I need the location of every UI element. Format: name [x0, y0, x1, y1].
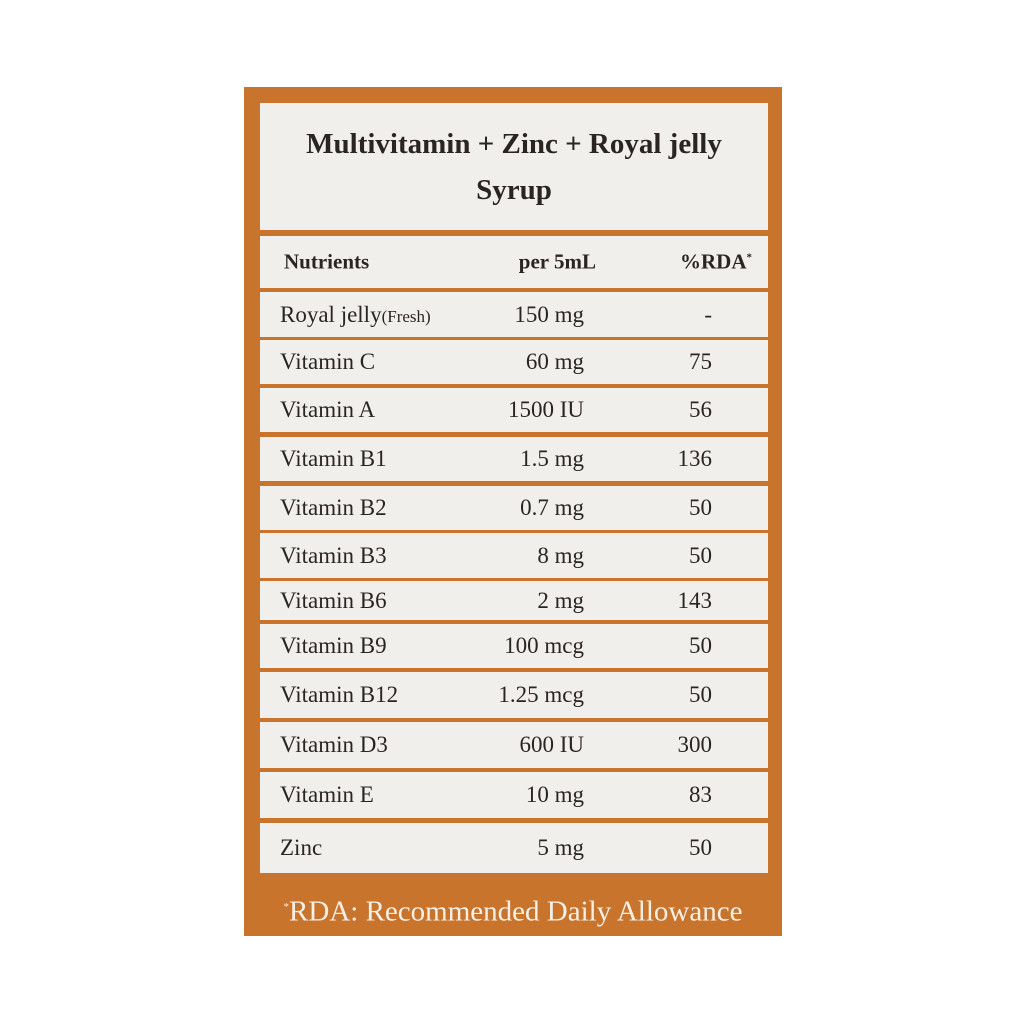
title-line-1: Multivitamin + Zinc + Royal jelly: [306, 128, 722, 160]
nutrient-amount: 100 mcg: [504, 633, 584, 658]
title-panel: Multivitamin + Zinc + Royal jelly Syrup: [260, 103, 768, 230]
table-row: Vitamin B1 1.5 mg 136: [260, 437, 768, 481]
table-row: Vitamin C 60 mg 75: [260, 340, 768, 384]
table-row: Vitamin B2 0.7 mg 50: [260, 486, 768, 530]
nutrient-name: Vitamin B2: [280, 495, 387, 520]
nutrient-amount: 2 mg: [537, 587, 584, 613]
footnote: *RDA: Recommended Daily Allowance: [283, 895, 743, 928]
nutrient-amount: 8 mg: [537, 542, 584, 568]
nutrient-amount: 600 IU: [519, 732, 584, 757]
table-header: Nutrients per 5mL %RDA*: [260, 236, 768, 288]
nutrient-rda: 143: [677, 587, 713, 613]
table-row: Vitamin B9 100 mcg 50: [260, 624, 768, 668]
nutrient-name: Vitamin D3: [280, 732, 388, 757]
nutrient-rda: 136: [677, 446, 713, 471]
table-row: Vitamin B6 2 mg 143: [260, 581, 768, 620]
nutrient-name: Vitamin B1: [280, 446, 387, 471]
header-rda: %RDA*: [680, 249, 752, 274]
table-row: Vitamin E 10 mg 83: [260, 772, 768, 818]
nutrient-name: Zinc: [280, 835, 323, 860]
nutrition-label: Multivitamin + Zinc + Royal jelly Syrup …: [244, 87, 782, 936]
nutrient-rda: 56: [689, 397, 712, 422]
nutrient-rda: 50: [689, 682, 712, 707]
nutrient-name: Royal jelly(Fresh): [280, 301, 431, 327]
nutrient-name: Vitamin B12: [280, 682, 399, 707]
title-line-2: Syrup: [476, 174, 552, 206]
nutrient-rda: 50: [689, 633, 712, 658]
header-nutrients: Nutrients: [284, 249, 370, 274]
nutrient-amount: 10 mg: [525, 782, 584, 807]
nutrient-rda: 50: [689, 495, 712, 520]
table-row: Royal jelly(Fresh) 150 mg -: [260, 292, 768, 337]
nutrient-rda: 83: [689, 782, 712, 807]
nutrient-amount: 1.5 mg: [520, 446, 584, 471]
nutrient-amount: 1500 IU: [507, 397, 584, 422]
nutrient-name: Vitamin B9: [280, 633, 387, 658]
nutrient-amount: 0.7 mg: [520, 495, 584, 520]
nutrient-amount: 1.25 mcg: [498, 682, 584, 707]
nutrient-rda: 75: [689, 349, 712, 374]
nutrient-name: Vitamin E: [280, 782, 374, 807]
table-row: Vitamin B3 8 mg 50: [260, 533, 768, 578]
header-amount: per 5mL: [518, 249, 596, 274]
nutrient-name: Vitamin A: [280, 397, 376, 422]
nutrient-rda: 50: [689, 835, 712, 860]
table-row: Vitamin B12 1.25 mcg 50: [260, 672, 768, 718]
nutrient-name: Vitamin B6: [280, 587, 387, 613]
nutrient-rda: 300: [677, 732, 713, 757]
nutrient-rda: 50: [689, 542, 712, 568]
nutrient-name: Vitamin C: [280, 349, 376, 374]
nutrient-amount: 60 mg: [525, 349, 584, 374]
nutrient-rda: -: [704, 301, 712, 327]
nutrient-amount: 5 mg: [537, 835, 584, 860]
nutrient-amount: 150 mg: [514, 301, 584, 327]
table-row: Zinc 5 mg 50: [260, 823, 768, 873]
table-row: Vitamin D3 600 IU 300: [260, 722, 768, 768]
table-row: Vitamin A 1500 IU 56: [260, 388, 768, 432]
nutrient-name: Vitamin B3: [280, 542, 387, 568]
